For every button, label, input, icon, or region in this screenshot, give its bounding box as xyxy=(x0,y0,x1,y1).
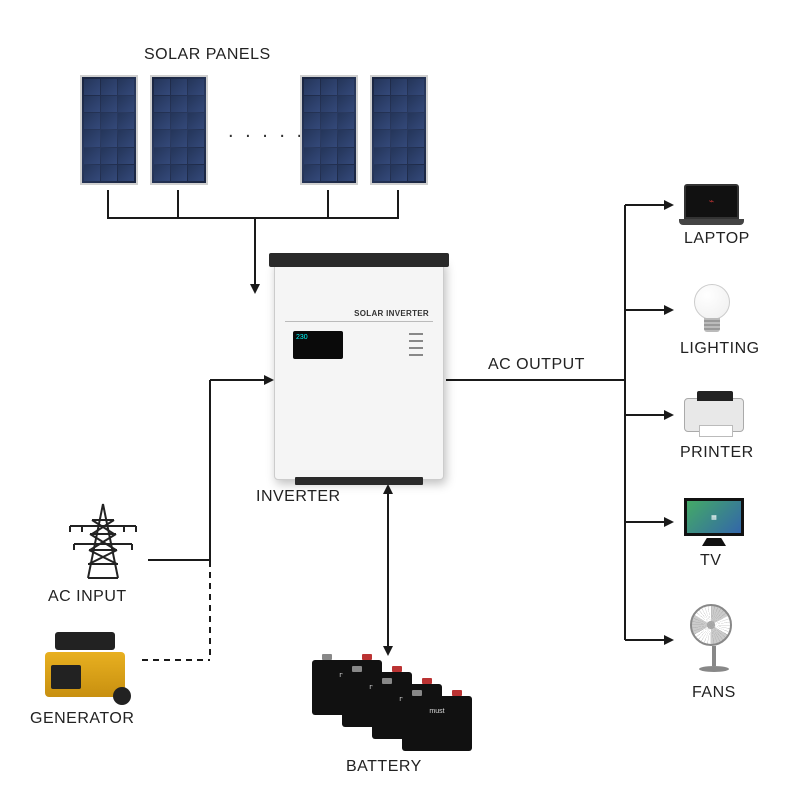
generator-icon xyxy=(45,632,135,697)
tv-label: TV xyxy=(700,552,721,570)
fan-icon xyxy=(690,604,738,674)
laptop-icon: ⌁ xyxy=(684,184,744,225)
battery-icon: must xyxy=(402,696,472,751)
battery-label: BATTERY xyxy=(346,758,422,776)
inverter-display: 230 xyxy=(293,331,343,359)
fans-label: FANS xyxy=(692,684,736,702)
solar-panel-icon xyxy=(370,75,428,185)
lighting-label: LIGHTING xyxy=(680,340,760,358)
solar-panel-icon xyxy=(80,75,138,185)
printer-icon xyxy=(684,398,744,432)
printer-label: PRINTER xyxy=(680,444,754,462)
laptop-label: LAPTOP xyxy=(684,230,750,248)
solar-panel-icon xyxy=(300,75,358,185)
ac-output-label: AC OUTPUT xyxy=(488,356,585,374)
solar-panel-icon xyxy=(150,75,208,185)
bulb-icon xyxy=(694,284,730,332)
inverter-icon: SOLAR INVERTER 230 xyxy=(274,260,444,480)
inverter-brand-text: SOLAR INVERTER xyxy=(354,309,429,318)
generator-label: GENERATOR xyxy=(30,710,134,728)
ac-input-label: AC INPUT xyxy=(48,588,127,606)
solar-panels-label: SOLAR PANELS xyxy=(144,46,271,64)
tv-icon: ▦ xyxy=(684,498,744,546)
inverter-label: INVERTER xyxy=(256,488,341,506)
ellipsis-icon: . . . . . xyxy=(228,120,305,143)
pylon-icon xyxy=(58,498,148,584)
